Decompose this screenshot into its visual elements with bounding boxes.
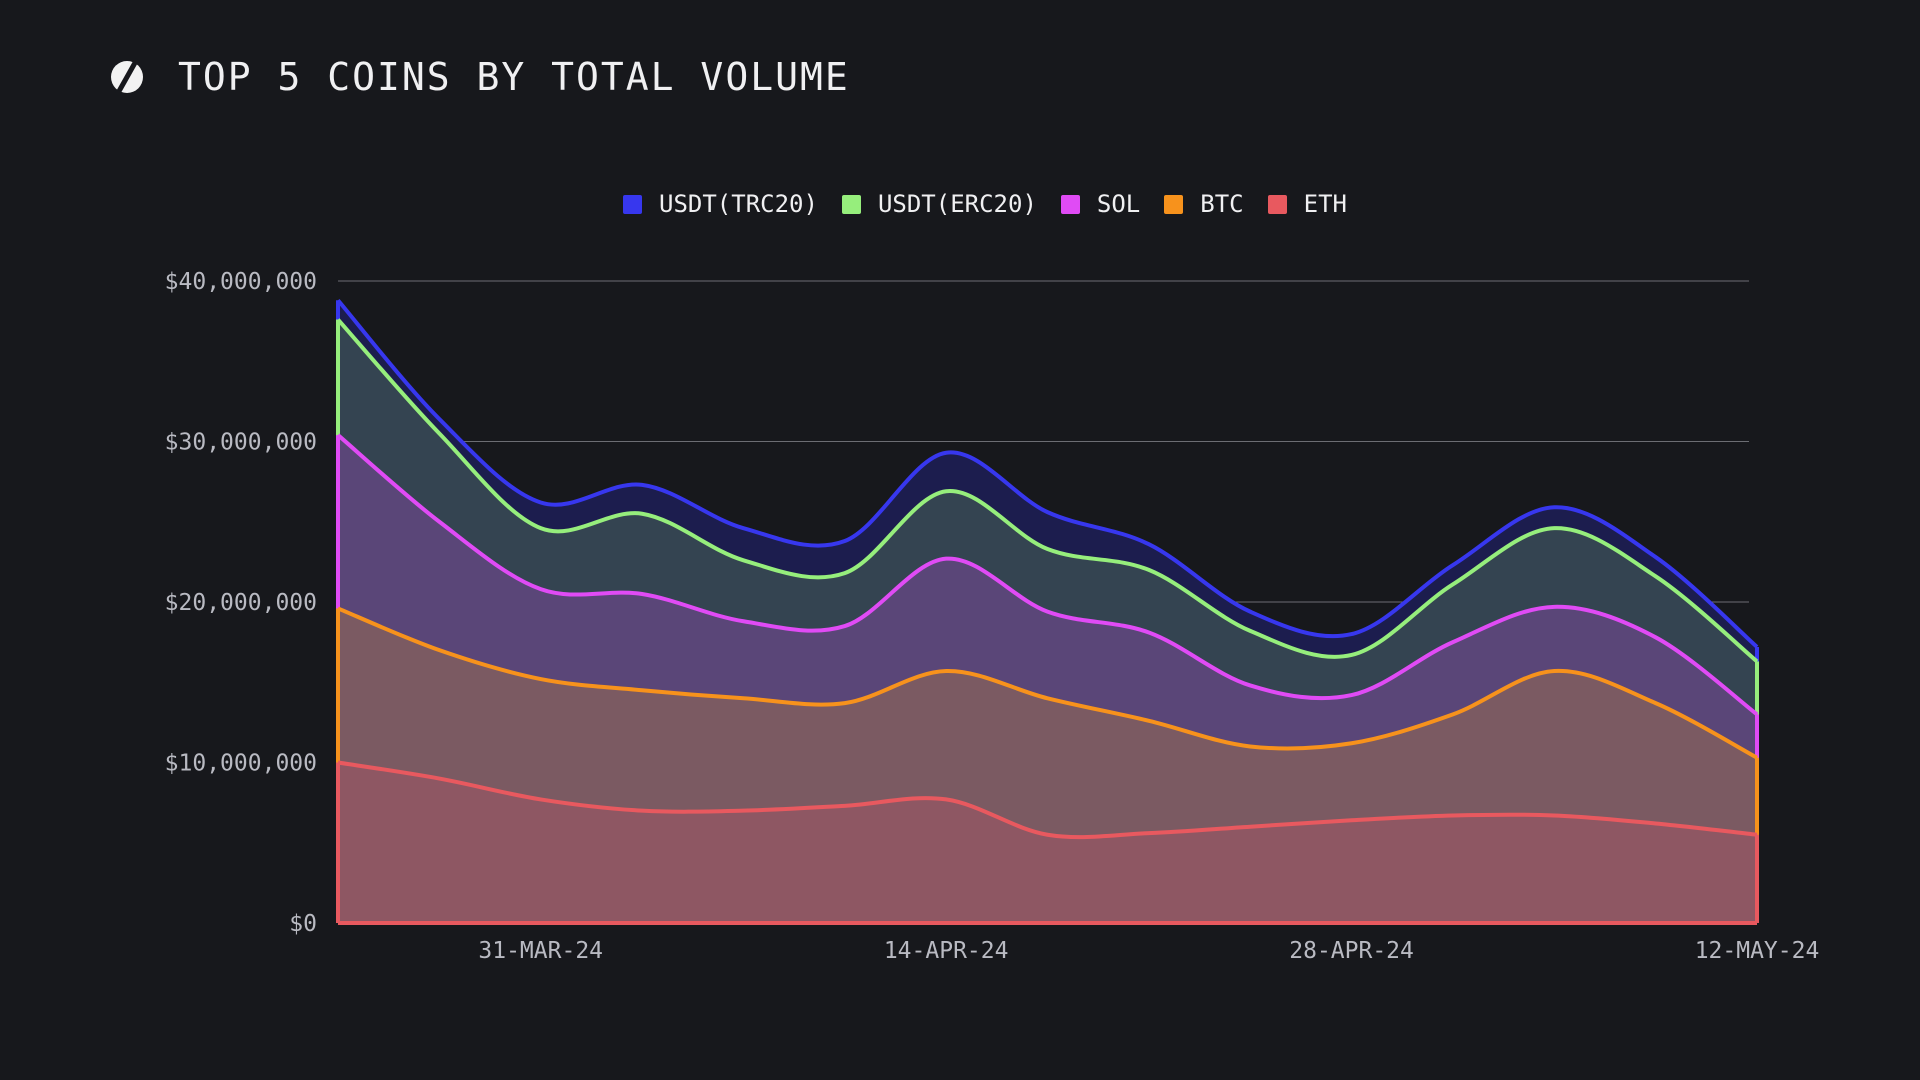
x-tick-label: 28-APR-24 bbox=[1289, 938, 1414, 964]
series-line-eth bbox=[337, 760, 1758, 840]
legend-label: BTC bbox=[1200, 190, 1244, 218]
y-tick-label: $10,000,000 bbox=[165, 751, 317, 777]
chart-title: TOP 5 COINS BY TOTAL VOLUME bbox=[178, 55, 850, 99]
y-tick-label: $0 bbox=[289, 911, 317, 937]
legend-label: USDT(ERC20) bbox=[877, 190, 1037, 218]
series-line-btc bbox=[337, 606, 1758, 760]
legend-label: SOL bbox=[1096, 190, 1141, 218]
s-logo-icon bbox=[111, 58, 143, 96]
legend-swatch bbox=[1164, 194, 1184, 214]
x-tick-label: 14-APR-24 bbox=[884, 938, 1009, 964]
chart-header: TOP 5 COINS BY TOTAL VOLUME bbox=[110, 55, 850, 99]
legend-item-usdt-trc20[interactable]: USDT(TRC20) bbox=[623, 190, 818, 218]
legend-swatch bbox=[1267, 194, 1287, 214]
legend-item-sol[interactable]: SOL bbox=[1060, 190, 1141, 218]
series-line-usdt-erc20 bbox=[336, 318, 1759, 663]
legend-item-btc[interactable]: BTC bbox=[1164, 190, 1244, 218]
chart-legend: USDT(TRC20) USDT(ERC20) SOL BTC ETH bbox=[0, 190, 1920, 218]
y-tick-label: $40,000,000 bbox=[165, 269, 317, 295]
y-tick-label: $20,000,000 bbox=[165, 590, 317, 616]
y-tick-label: $30,000,000 bbox=[165, 430, 317, 456]
series-line-sol bbox=[336, 433, 1759, 716]
x-tick-label: 31-MAR-24 bbox=[478, 938, 603, 964]
legend-item-eth[interactable]: ETH bbox=[1267, 190, 1347, 218]
legend-label: USDT(TRC20) bbox=[659, 190, 818, 218]
legend-label: ETH bbox=[1303, 190, 1347, 218]
legend-swatch bbox=[841, 194, 861, 214]
series-line-usdt-trc20 bbox=[336, 298, 1759, 649]
x-tick-label: 12-MAY-24 bbox=[1695, 938, 1820, 964]
legend-item-usdt-erc20[interactable]: USDT(ERC20) bbox=[841, 190, 1037, 218]
area-eth bbox=[338, 762, 1757, 923]
legend-swatch bbox=[1060, 194, 1080, 214]
legend-swatch bbox=[623, 194, 642, 214]
